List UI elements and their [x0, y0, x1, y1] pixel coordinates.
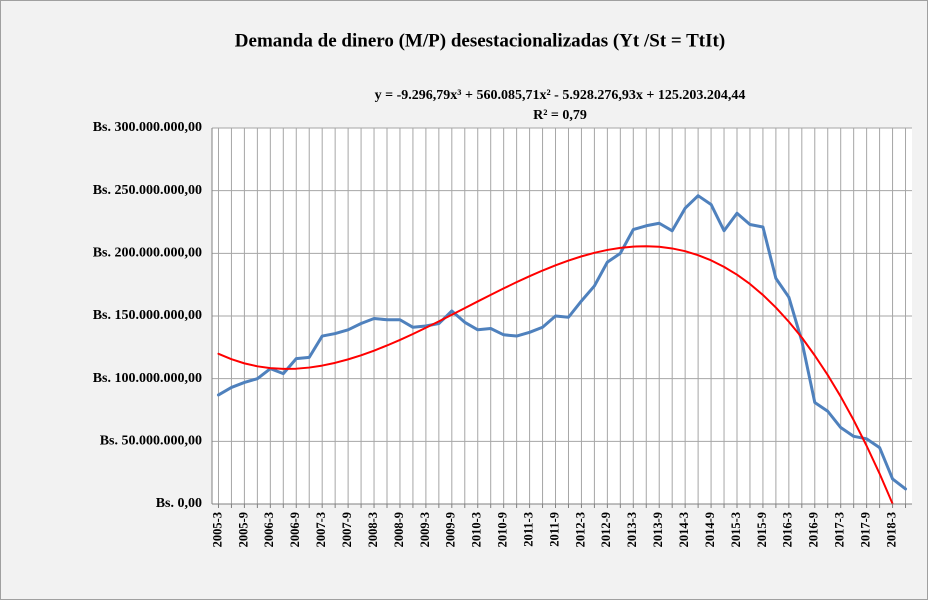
y-tick-label: Bs. 100.000.000,00: [93, 371, 202, 386]
x-tick-label: 2016-9: [807, 512, 821, 547]
x-tick-label: 2014-3: [677, 512, 691, 547]
y-tick-label: Bs. 150.000.000,00: [93, 308, 202, 323]
x-tick-label: 2017-9: [859, 512, 873, 547]
y-tick-label: Bs. 200.000.000,00: [93, 246, 202, 261]
x-tick-label: 2013-3: [625, 512, 639, 547]
x-tick-label: 2011-3: [521, 512, 535, 547]
series-line: [217, 245, 894, 505]
series-line: [216, 194, 908, 491]
y-tick-label: Bs. 50.000.000,00: [100, 434, 202, 449]
x-tick-label: 2016-3: [781, 512, 795, 547]
x-tick-label: 2014-9: [703, 512, 717, 547]
y-tick-label: Bs. 0,00: [156, 496, 202, 511]
x-tick-label: 2010-9: [496, 512, 510, 547]
x-tick-label: 2011-9: [547, 512, 561, 547]
x-tick-label: 2017-3: [833, 512, 847, 547]
x-tick-label: 2010-3: [470, 512, 484, 547]
x-tick-label: 2015-3: [729, 512, 743, 547]
x-tick-label: 2008-9: [392, 512, 406, 547]
y-tick-label: Bs. 300.000.000,00: [93, 120, 202, 135]
x-tick-label: 2009-3: [418, 512, 432, 547]
x-tick-label: 2013-9: [651, 512, 665, 547]
x-tick-label: 2007-9: [340, 512, 354, 547]
x-tick-label: 2015-9: [755, 512, 769, 547]
y-tick-label: Bs. 250.000.000,00: [93, 183, 202, 198]
r-squared: R² = 0,79: [533, 108, 587, 123]
x-tick-label: 2012-9: [599, 512, 613, 547]
x-tick-label: 2006-3: [262, 512, 276, 547]
chart-title: Demanda de dinero (M/P) desestacionaliza…: [235, 30, 725, 51]
trend-equation: y = -9.296,79x³ + 560.085,71x² - 5.928.2…: [375, 88, 746, 103]
x-tick-label: 2012-3: [573, 512, 587, 547]
x-tick-label: 2008-3: [366, 512, 380, 547]
x-tick-label: 2009-9: [444, 512, 458, 547]
marks: [216, 194, 908, 505]
x-tick-label: 2005-9: [236, 512, 250, 547]
x-tick-label: 2006-9: [288, 512, 302, 547]
x-tick-label: 2007-3: [314, 512, 328, 547]
x-tick-label: 2018-3: [884, 512, 898, 547]
x-tick-label: 2005-3: [210, 512, 224, 547]
